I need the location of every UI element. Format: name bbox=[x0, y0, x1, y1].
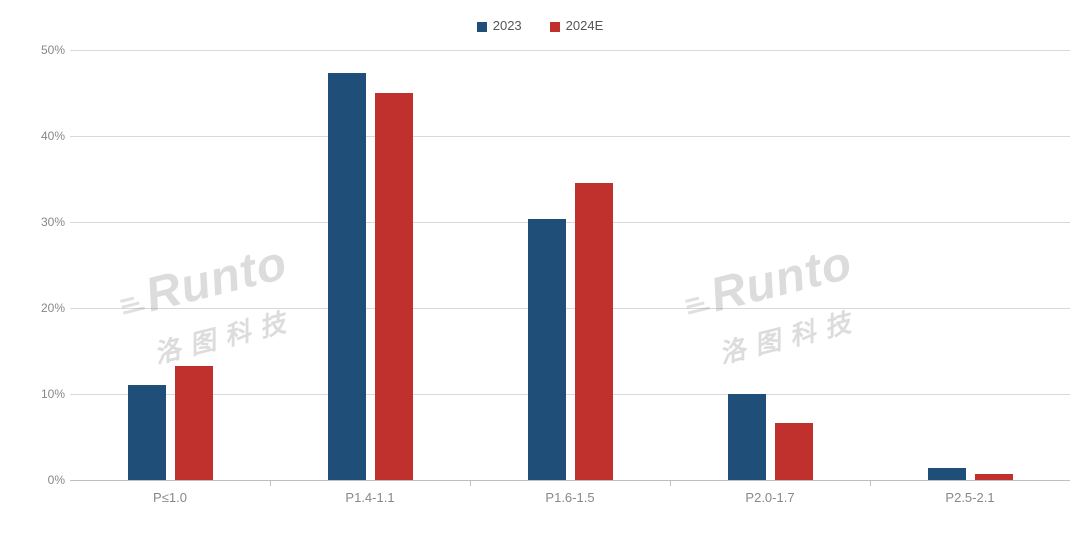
legend-label: 2023 bbox=[493, 18, 522, 33]
bar-chart: 2023 2024E 0% 10% 20% 30% 40% 50% P≤1.0 P1.4-1.… bbox=[0, 0, 1080, 541]
bar bbox=[328, 73, 366, 480]
legend-swatch bbox=[477, 22, 487, 32]
bar bbox=[375, 93, 413, 480]
x-tick bbox=[270, 480, 271, 486]
x-axis-label: P2.0-1.7 bbox=[745, 490, 794, 505]
y-axis-label: 20% bbox=[15, 301, 65, 315]
y-axis-label: 40% bbox=[15, 129, 65, 143]
legend-label: 2024E bbox=[566, 18, 604, 33]
bar bbox=[928, 468, 966, 480]
y-axis-label: 50% bbox=[15, 43, 65, 57]
bar bbox=[728, 394, 766, 480]
gridline bbox=[70, 394, 1070, 395]
gridline bbox=[70, 222, 1070, 223]
bar bbox=[528, 219, 566, 480]
y-axis-label: 10% bbox=[15, 387, 65, 401]
bar bbox=[175, 366, 213, 480]
gridline bbox=[70, 50, 1070, 51]
bar bbox=[975, 474, 1013, 480]
x-axis-label: P2.5-2.1 bbox=[945, 490, 994, 505]
bar bbox=[128, 385, 166, 480]
y-axis-label: 30% bbox=[15, 215, 65, 229]
plot-area bbox=[70, 50, 1070, 481]
bar bbox=[775, 423, 813, 480]
y-axis-label: 0% bbox=[15, 473, 65, 487]
legend-item: 2024E bbox=[550, 18, 604, 33]
x-tick bbox=[470, 480, 471, 486]
x-tick bbox=[870, 480, 871, 486]
gridline bbox=[70, 136, 1070, 137]
legend: 2023 2024E bbox=[0, 18, 1080, 33]
x-axis-label: P≤1.0 bbox=[153, 490, 187, 505]
x-tick bbox=[670, 480, 671, 486]
gridline bbox=[70, 308, 1070, 309]
x-axis-label: P1.4-1.1 bbox=[345, 490, 394, 505]
legend-item: 2023 bbox=[477, 18, 522, 33]
legend-swatch bbox=[550, 22, 560, 32]
x-axis-label: P1.6-1.5 bbox=[545, 490, 594, 505]
bar bbox=[575, 183, 613, 480]
